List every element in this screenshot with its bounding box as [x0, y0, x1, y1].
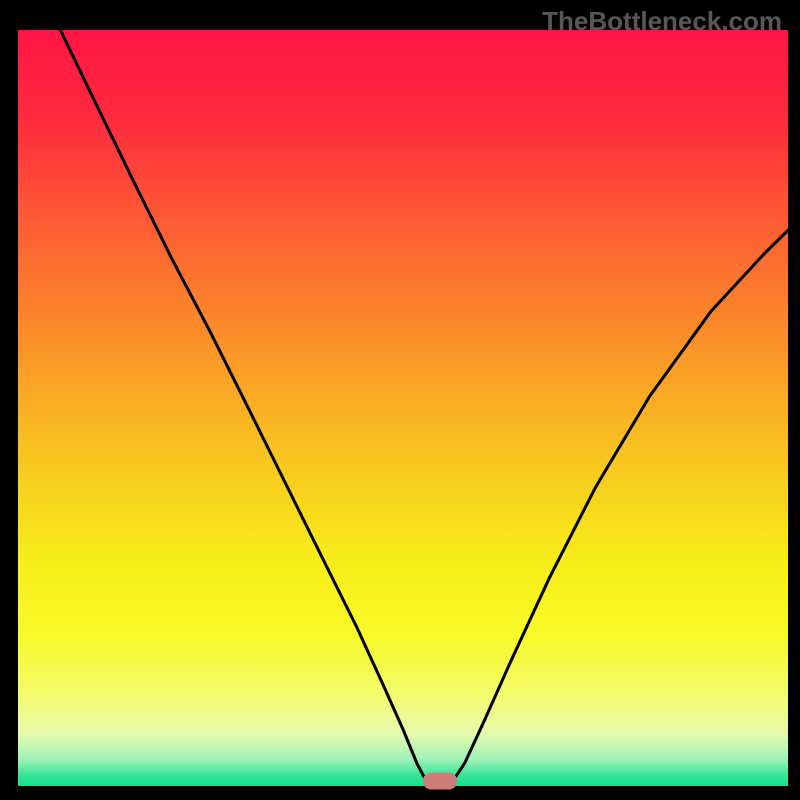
- optimal-marker: [423, 772, 457, 789]
- curve-left-branch: [60, 30, 426, 781]
- watermark-text: TheBottleneck.com: [542, 6, 782, 37]
- curve-right-branch: [453, 230, 788, 780]
- chart-container: TheBottleneck.com: [0, 0, 800, 800]
- plot-area: [18, 30, 788, 786]
- curve-layer: [18, 30, 788, 786]
